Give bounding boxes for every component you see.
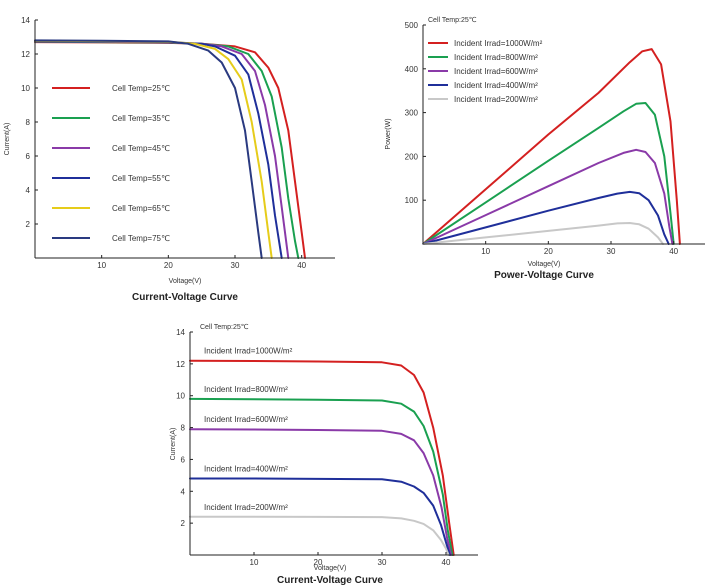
- y-tick-label: 2: [26, 220, 31, 229]
- y-tick-label: 14: [21, 16, 30, 25]
- series-group: [34, 39, 306, 259]
- legend-label: Incident Irrad=600W/m²: [204, 415, 288, 424]
- series-line: [189, 515, 450, 556]
- legend-label: Cell Temp=45℃: [112, 144, 170, 153]
- pv-curve-chart: 10 20 30 40 100 200 300 400 500 Cell Temp:25℃ In…: [385, 17, 705, 281]
- x-tick-label: 20: [164, 261, 173, 270]
- y-axis-label: Power(W): [385, 118, 392, 149]
- legend: Incident Irrad=1000W/m² Incident Irrad=80…: [204, 347, 293, 512]
- legend: Cell Temp=25℃ Cell Temp=35℃ Cell Temp=45℃ C…: [52, 84, 170, 243]
- series-line: [422, 222, 664, 245]
- x-axis-label: Voltage(V): [169, 278, 202, 285]
- legend-label: Cell Temp=35℃: [112, 114, 170, 123]
- y-tick-label: 6: [181, 455, 186, 464]
- y-tick-label: 12: [176, 360, 185, 369]
- x-tick-label: 40: [669, 247, 678, 256]
- series-line: [189, 477, 451, 556]
- legend-label: Cell Temp=65℃: [112, 204, 170, 213]
- series-line: [34, 39, 263, 259]
- x-tick-label: 30: [607, 247, 616, 256]
- series-line: [189, 428, 453, 556]
- legend-label: Incident Irrad=200W/m²: [204, 503, 288, 512]
- x-axis-label: Voltage(V): [528, 261, 561, 268]
- legend-label: Incident Irrad=800W/m²: [204, 385, 288, 394]
- series-line: [422, 102, 675, 245]
- legend-label: Incident Irrad=1000W/m²: [454, 39, 543, 48]
- legend-label: Incident Irrad=600W/m²: [454, 67, 538, 76]
- cell-temp-annotation: Cell Temp:25℃: [200, 324, 249, 331]
- chart-title: Current-Voltage Curve: [277, 575, 383, 586]
- y-tick-label: 10: [21, 84, 30, 93]
- y-tick-label: 14: [176, 328, 185, 337]
- series-line: [422, 48, 681, 245]
- x-axis-label: Voltage(V): [314, 565, 347, 572]
- y-tick-label: 2: [181, 519, 186, 528]
- legend-label: Cell Temp=75℃: [112, 234, 170, 243]
- y-tick-label: 10: [176, 392, 185, 401]
- series-line: [189, 397, 454, 556]
- y-tick-label: 8: [26, 118, 31, 127]
- x-tick-label: 10: [97, 261, 106, 270]
- y-axis-label: Current(A): [4, 123, 11, 156]
- series-group: [189, 359, 455, 556]
- legend-label: Incident Irrad=800W/m²: [454, 53, 538, 62]
- y-axis-label: Current(A): [170, 428, 177, 461]
- y-tick-label: 12: [21, 50, 30, 59]
- y-tick-label: 4: [26, 186, 31, 195]
- series-line: [422, 148, 674, 245]
- legend-label: Incident Irrad=400W/m²: [454, 81, 538, 90]
- y-tick-label: 100: [405, 196, 419, 205]
- series-line: [189, 359, 455, 556]
- y-tick-label: 400: [405, 65, 419, 74]
- series-line: [422, 190, 670, 245]
- x-tick-label: 40: [442, 558, 451, 567]
- legend-label: Incident Irrad=1000W/m²: [204, 347, 293, 356]
- x-tick-label: 40: [297, 261, 306, 270]
- y-tick-label: 6: [26, 152, 31, 161]
- legend-label: Cell Temp=55℃: [112, 174, 170, 183]
- x-tick-label: 10: [250, 558, 259, 567]
- chart-title: Current-Voltage Curve: [132, 292, 238, 303]
- y-tick-label: 300: [405, 109, 419, 118]
- legend-label: Incident Irrad=400W/m²: [204, 465, 288, 474]
- legend-label: Cell Temp=25℃: [112, 84, 170, 93]
- x-tick-label: 30: [231, 261, 240, 270]
- series-group: [422, 48, 681, 245]
- cell-temp-annotation: Cell Temp:25℃: [428, 17, 477, 24]
- legend-label: Incident Irrad=200W/m²: [454, 95, 538, 104]
- x-tick-label: 10: [481, 247, 490, 256]
- y-tick-label: 200: [405, 152, 419, 161]
- x-tick-label: 30: [378, 558, 387, 567]
- x-tick-label: 20: [544, 247, 553, 256]
- x-tick-label: 20: [314, 558, 323, 567]
- legend: Incident Irrad=1000W/m² Incident Irrad=80…: [428, 39, 543, 104]
- chart-title: Power-Voltage Curve: [494, 270, 594, 281]
- y-tick-label: 4: [181, 487, 186, 496]
- iv-curve-irradiance-chart: 10 20 30 40 2 4 6 8 10 12 14 Cell Temp:25℃ Inciden…: [170, 324, 478, 586]
- y-tick-label: 500: [405, 21, 419, 30]
- y-tick-label: 8: [181, 424, 186, 433]
